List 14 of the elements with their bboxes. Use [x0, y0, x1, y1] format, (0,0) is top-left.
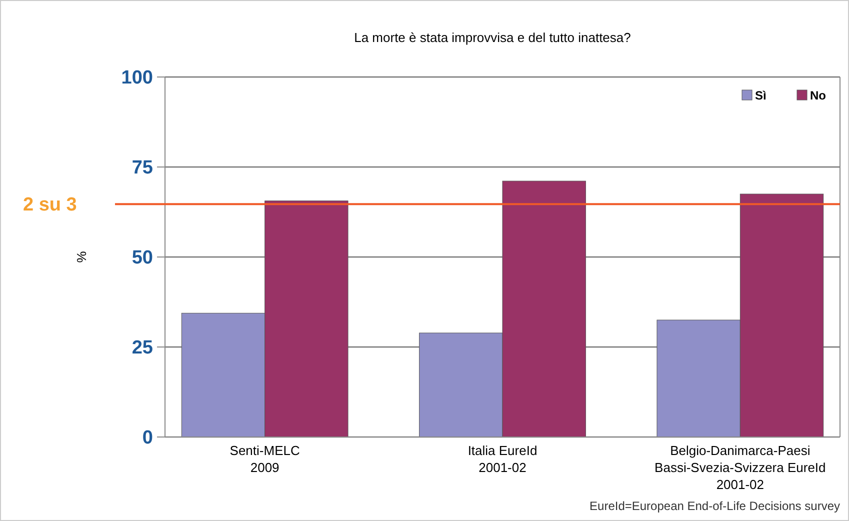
text: EureId=European End-of-Life Decisions survey	[590, 499, 840, 513]
y-tick-label: 50	[132, 248, 153, 269]
chart-title: La morte è stata improvvisa e del tutto inattesa?	[354, 30, 631, 45]
y-axis-title: %	[74, 250, 89, 263]
y-tick-label: 100	[121, 68, 153, 89]
x-tick-label: Belgio-Danimarca-Paesi Bassi-Svezia-Svizzera EureId 2001-02	[654, 443, 826, 492]
x-tick-label: Italia EureId 2001-02	[468, 443, 538, 475]
y-tick-label: 75	[132, 158, 154, 179]
legend-label: Sì	[755, 88, 766, 102]
ref-line-label: 2 su 3	[23, 194, 77, 216]
y-tick-label: 0	[142, 428, 153, 449]
x-tick-label: Senti-MELC 2009	[230, 443, 300, 475]
legend-label: No	[810, 88, 826, 102]
y-tick-label: 25	[132, 338, 154, 359]
